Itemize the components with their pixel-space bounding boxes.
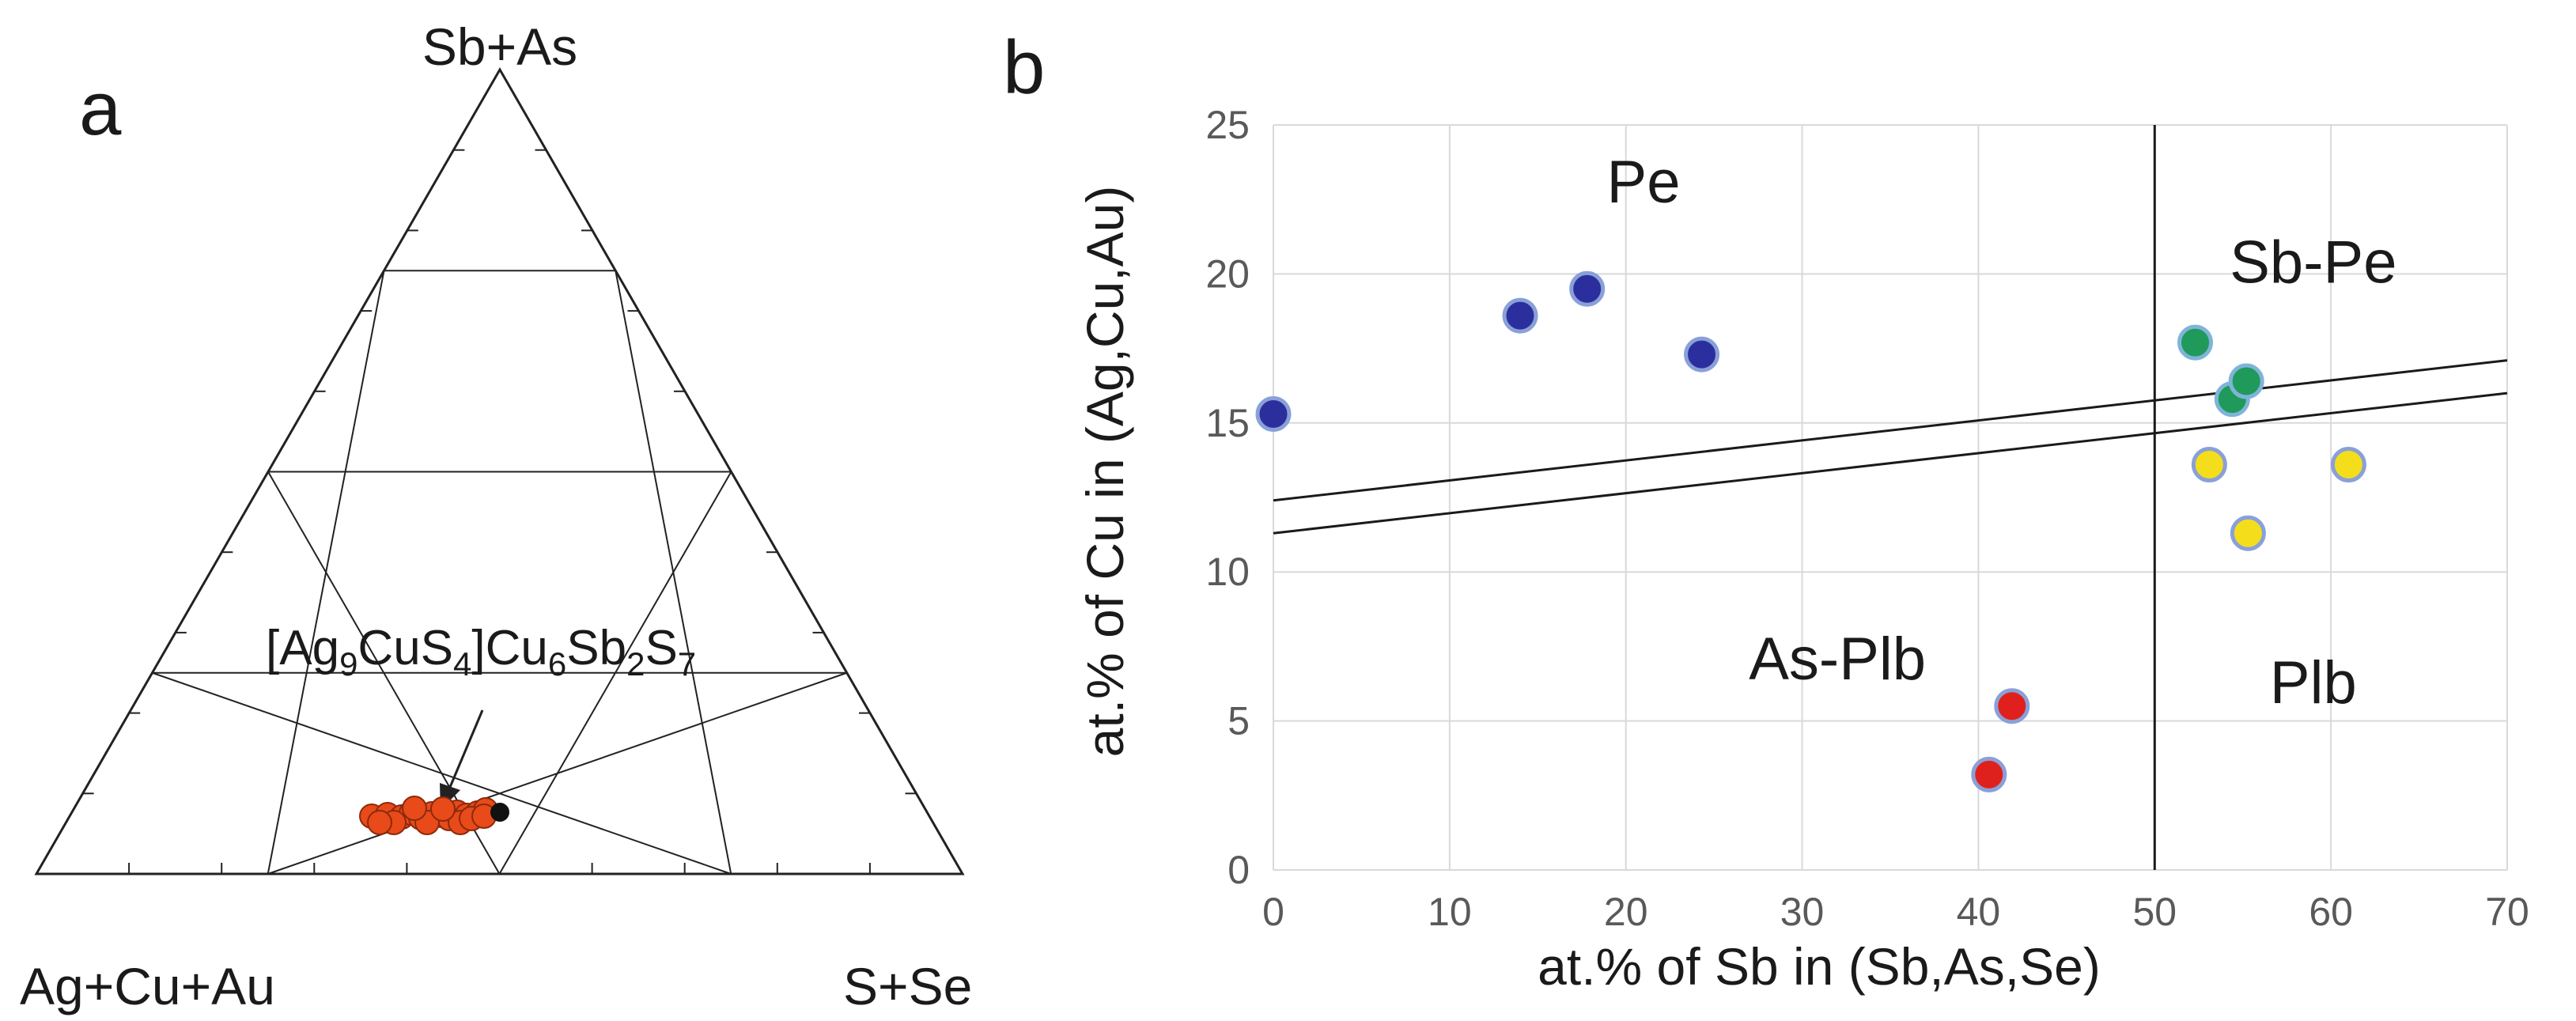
ternary-ticks (82, 149, 917, 874)
x-tick-label: 20 (1604, 890, 1648, 934)
point-plb (2191, 447, 2227, 483)
corner-label-right: S+Se (843, 957, 972, 1015)
composition-cluster (359, 796, 509, 835)
boundary-line (1273, 391, 2508, 535)
formula-segment: [Ag (266, 621, 339, 675)
point-plb (2330, 447, 2366, 483)
formula-subscript: 2 (626, 645, 645, 683)
ternary-gridline (152, 671, 732, 875)
ternary-grid (34, 66, 965, 875)
ternary-panel: a Sb+As Ag+Cu+Au S+Se [Ag9CuS4]Cu6Sb2S7 (20, 17, 972, 1015)
formula-subscript: 9 (339, 645, 357, 683)
formula-label: [Ag9CuS4]Cu6Sb2S7 (266, 621, 696, 683)
point-pe (1569, 270, 1606, 307)
region-labels: Pe Sb-Pe As-Plb Plb (1607, 149, 2397, 717)
y-tick-label: 5 (1227, 699, 1250, 743)
cluster-point (402, 796, 427, 821)
y-tick-label: 10 (1205, 550, 1250, 594)
x-tick-label: 40 (1957, 890, 2001, 934)
region-label: Pe (1607, 149, 1681, 216)
x-tick-label: 30 (1780, 890, 1825, 934)
x-tick-label: 70 (2485, 890, 2529, 934)
formula-segment: Sb (566, 621, 626, 675)
plot-gridlines (1273, 124, 2508, 871)
point-pe (1502, 297, 1538, 334)
y-axis-title: at.% of Cu in (Ag,Cu,Au) (1076, 186, 1134, 758)
x-tick-label: 60 (2309, 890, 2353, 934)
formula-subscript: 7 (678, 645, 696, 683)
plot-tick-labels: 0 10 20 30 40 50 60 70 0 5 10 15 20 25 (1205, 103, 2529, 934)
x-tick-label: 50 (2132, 890, 2177, 934)
data-points (1255, 270, 2366, 792)
panel-letter-b: b (1003, 25, 1045, 110)
region-label: As-Plb (1749, 626, 1926, 693)
formula-segment: ]Cu (471, 621, 547, 675)
formula-subscript: 4 (453, 645, 471, 683)
region-label: Sb-Pe (2230, 229, 2396, 297)
y-tick-label: 15 (1205, 401, 1250, 445)
boundary-lines (1273, 125, 2508, 870)
boundary-line (1273, 359, 2508, 502)
ternary-gridline (615, 270, 732, 875)
x-tick-label: 0 (1262, 890, 1284, 934)
cluster-point (430, 796, 456, 822)
point-as-plb (1971, 756, 2007, 792)
point-plb (2230, 515, 2266, 551)
panel-letter-a: a (79, 66, 122, 151)
point-as-plb (1994, 688, 2030, 724)
point-pe (1255, 395, 1292, 432)
formula-subscript: 6 (548, 645, 566, 683)
point-sb-pe (2177, 324, 2214, 361)
corner-label-top: Sb+As (422, 17, 577, 76)
y-tick-label: 0 (1227, 848, 1250, 892)
corner-label-left: Ag+Cu+Au (20, 957, 275, 1015)
x-tick-label: 10 (1428, 890, 1472, 934)
cluster-point (367, 810, 392, 835)
point-pe (1684, 336, 1720, 372)
scatter-panel: b 0 10 20 30 40 50 60 70 0 5 10 15 20 25 Pe Sb-Pe As-Pl… (1003, 25, 2529, 996)
formula-arrow (440, 709, 484, 810)
x-axis-title: at.% of Sb in (Sb,As,Se) (1538, 937, 2101, 996)
formula-point (490, 803, 509, 822)
point-sb-pe (2228, 363, 2264, 399)
formula-segment: CuS (357, 621, 453, 675)
region-label: Plb (2270, 649, 2357, 717)
y-tick-label: 20 (1205, 251, 1250, 296)
formula-segment: S (645, 621, 677, 675)
y-tick-label: 25 (1205, 103, 1250, 147)
